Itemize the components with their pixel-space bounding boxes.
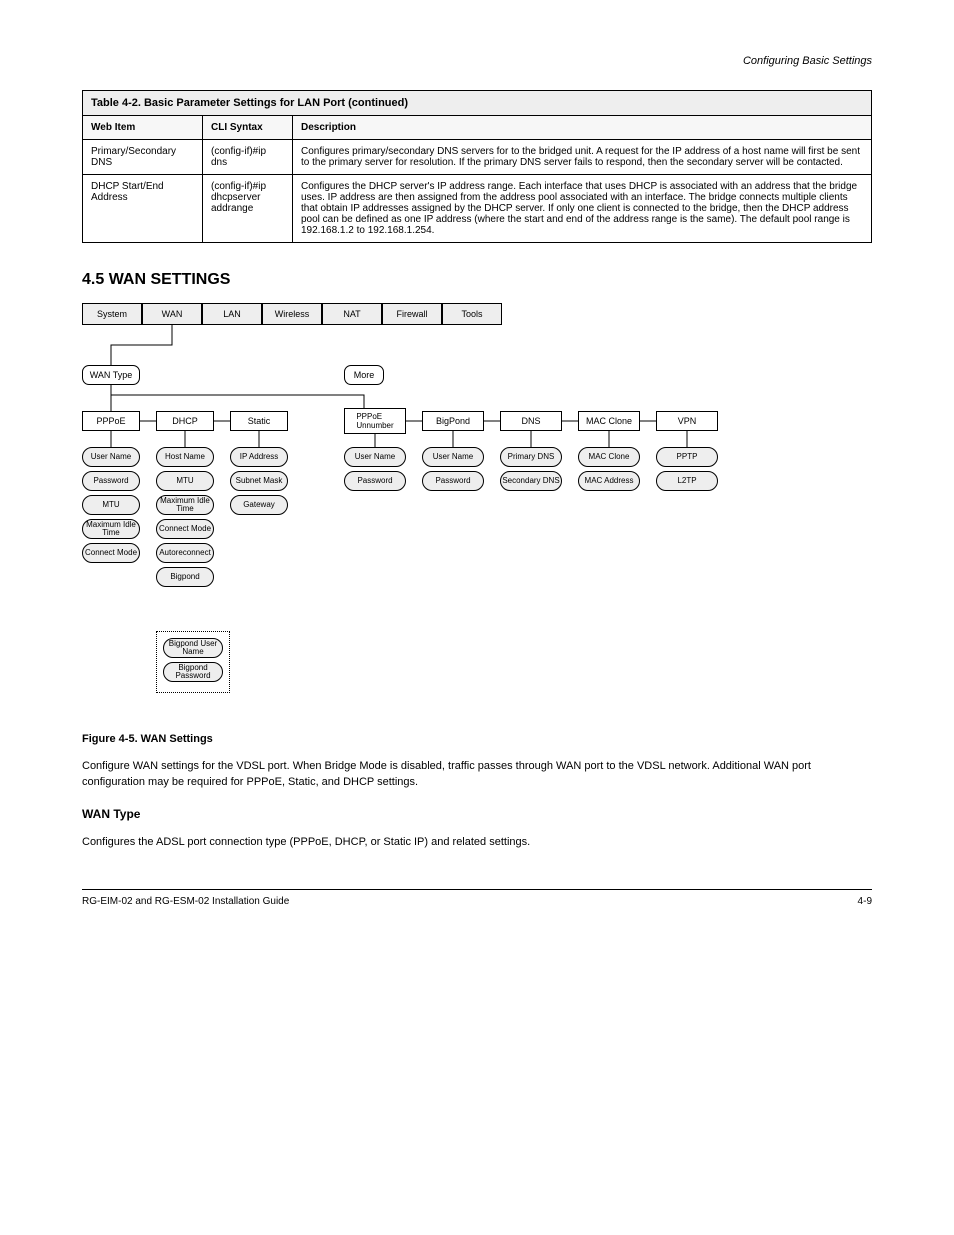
param-pill: Bigpond [156,567,214,587]
diagram-tab: LAN [202,303,262,325]
param-pill: Connect Mode [82,543,140,563]
param-pill: PPTP [656,447,718,467]
param-pill: Autoreconnect [156,543,214,563]
diagram-tab: Firewall [382,303,442,325]
param-pill: Connect Mode [156,519,214,539]
param-pill: MTU [82,495,140,515]
page-footer: RG-EIM-02 and RG-ESM-02 Installation Gui… [82,889,872,907]
param-pill: User Name [344,447,406,467]
legend-pill: Bigpond Password [163,662,223,682]
param-pill: MAC Clone [578,447,640,467]
wan-diagram: SystemWANLANWirelessNATFirewallTools WAN… [82,303,872,723]
table-title: Table 4-2. Basic Parameter Settings for … [83,91,872,116]
diagram-tab: NAT [322,303,382,325]
param-pill: Secondary DNS [500,471,562,491]
param-pill: Password [82,471,140,491]
table-row: DHCP Start/End Address(config-if)#ip dhc… [83,175,872,243]
diagram-tab: Tools [442,303,502,325]
sub-node: VPN [656,411,718,431]
sub-node: DHCP [156,411,214,431]
body-paragraph: Configure WAN settings for the VDSL port… [82,759,872,791]
table-cell: (config-if)#ip dns [203,140,293,175]
spec-table: Table 4-2. Basic Parameter Settings for … [82,90,872,243]
col-header: Web Item [83,116,203,140]
param-pill: Gateway [230,495,288,515]
col-header: Description [293,116,872,140]
param-pill: Password [422,471,484,491]
diagram-tab: Wireless [262,303,322,325]
body-paragraph: Configures the ADSL port connection type… [82,835,872,851]
diagram-tab: WAN [142,303,202,325]
table-cell: Configures the DHCP server's IP address … [293,175,872,243]
figure-caption: Figure 4-5. WAN Settings [82,733,872,745]
section-title: 4.5 WAN SETTINGS [82,271,872,289]
sub-node: Static [230,411,288,431]
nav-node: More [344,365,384,385]
sub-node: PPPoE [82,411,140,431]
legend-pill: Bigpond User Name [163,638,223,658]
param-pill: Maximum Idle Time [156,495,214,515]
param-pill: Primary DNS [500,447,562,467]
param-pill: Subnet Mask [230,471,288,491]
param-pill: L2TP [656,471,718,491]
subhead: WAN Type [82,807,872,821]
param-pill: MTU [156,471,214,491]
sub-node: DNS [500,411,562,431]
param-pill: User Name [82,447,140,467]
param-pill: Maximum Idle Time [82,519,140,539]
footer-left: RG-EIM-02 and RG-ESM-02 Installation Gui… [82,896,289,907]
sub-node: PPPoEUnnumber [344,408,406,434]
param-pill: Host Name [156,447,214,467]
table-cell: (config-if)#ip dhcpserver addrange [203,175,293,243]
param-pill: IP Address [230,447,288,467]
running-header: Configuring Basic Settings [743,55,872,67]
legend-box: Bigpond User Name Bigpond Password [156,631,230,693]
table-cell: Primary/Secondary DNS [83,140,203,175]
table-cell: DHCP Start/End Address [83,175,203,243]
sub-node: MAC Clone [578,411,640,431]
param-pill: Password [344,471,406,491]
table-row: Primary/Secondary DNS(config-if)#ip dnsC… [83,140,872,175]
col-header: CLI Syntax [203,116,293,140]
param-pill: MAC Address [578,471,640,491]
footer-right: 4-9 [858,896,872,907]
nav-node: WAN Type [82,365,140,385]
param-pill: User Name [422,447,484,467]
table-cell: Configures primary/secondary DNS servers… [293,140,872,175]
sub-node: BigPond [422,411,484,431]
diagram-tab: System [82,303,142,325]
